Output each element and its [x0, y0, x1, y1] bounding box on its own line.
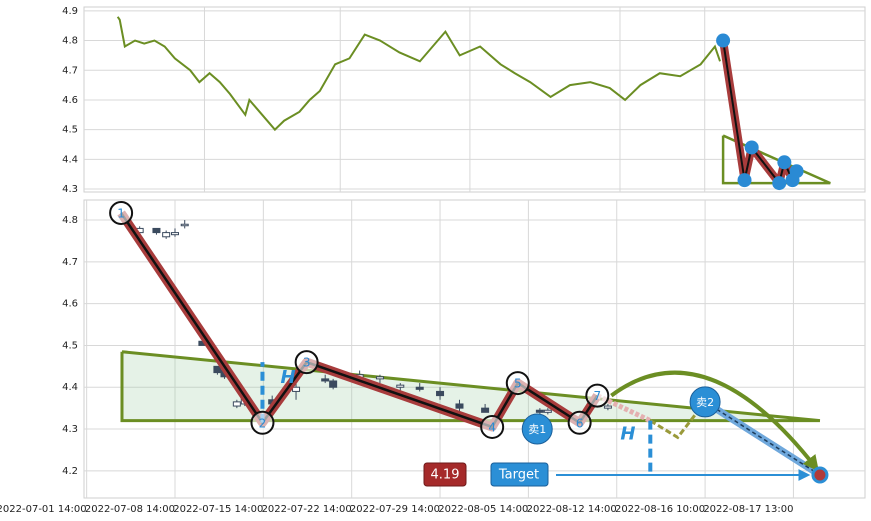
target-label: Target: [498, 468, 539, 483]
pivot-label: 6: [576, 416, 584, 430]
y-tick-label: 4.4: [62, 154, 78, 165]
candle-body: [213, 365, 222, 374]
price-box: [423, 462, 467, 487]
bottom-panel: [83, 199, 866, 499]
y-tick-label: 4.7: [62, 257, 78, 268]
y-tick-label: 4.5: [62, 340, 78, 351]
price-label: 4.19: [431, 468, 460, 483]
x-tick-label: 2022-08-17 13:00: [703, 504, 793, 515]
projection-line: [649, 400, 707, 440]
y-tick-label: 4.9: [62, 6, 78, 17]
y-tick-label: 4.4: [62, 382, 78, 393]
top-layer: 4.3 4.4 4.5 4.6 4.7 4.8 4.9: [62, 6, 865, 195]
candle-body: [162, 232, 171, 238]
sell-marker: [521, 413, 553, 445]
x-tick-label: 2022-08-05 14:00: [438, 504, 528, 515]
x-tick-label: 2022-08-16 10:00: [615, 504, 705, 515]
height-label: H: [620, 424, 635, 445]
pivot-marker: [109, 200, 134, 225]
candle-body: [292, 386, 301, 392]
y-tick-label: 4.6: [62, 299, 78, 310]
sell-marker: [689, 386, 721, 418]
candle-body: [329, 380, 338, 388]
pivot-label: 3: [303, 356, 311, 370]
candle-body: [415, 386, 424, 390]
pivot-label: 7: [593, 389, 601, 403]
candle-body: [321, 378, 330, 382]
candle-body: [436, 390, 445, 397]
x-tick-label: 2022-07-08 14:00: [85, 504, 175, 515]
pivot-marker: [294, 350, 319, 375]
pivot-label: 5: [514, 377, 522, 391]
zigzag-point: [744, 140, 759, 155]
zigzag-point: [716, 33, 731, 48]
y-tick-label: 4.5: [62, 125, 78, 136]
candle-body: [152, 227, 161, 234]
y-tick-label: 4.3: [62, 184, 78, 195]
pivot-marker: [250, 410, 275, 435]
price-line: [116, 16, 721, 132]
projection-arc: [610, 370, 819, 472]
candle-body: [170, 232, 179, 236]
target-box: [490, 462, 549, 487]
y-tick-label: 4.3: [62, 424, 78, 435]
candle-body: [396, 384, 405, 388]
candle-body: [180, 223, 189, 227]
x-tick-label: 2022-07-01 14:00: [0, 504, 87, 515]
pivot-marker: [505, 371, 530, 396]
y-tick-label: 4.8: [62, 36, 78, 47]
candle-body: [481, 407, 490, 413]
pivot-marker: [585, 383, 610, 408]
zigzag-point: [737, 173, 752, 188]
target-line: [704, 401, 821, 476]
x-tick-label: 2022-08-12 14:00: [527, 504, 617, 515]
sell-label: 卖2: [696, 396, 714, 409]
pivot-label: 4: [488, 420, 496, 434]
y-tick-label: 4.6: [62, 95, 78, 106]
zigzag-point: [777, 155, 792, 170]
x-tick-label: 2022-07-29 14:00: [350, 504, 440, 515]
y-tick-label: 4.8: [62, 215, 78, 226]
zigzag-point: [789, 164, 804, 179]
candle-body: [375, 376, 384, 380]
y-tick-label: 4.2: [62, 466, 78, 477]
target-point: [811, 466, 829, 484]
x-tick-label: 2022-07-15 14:00: [173, 504, 263, 515]
candle-body: [603, 405, 612, 409]
pivot-marker: [567, 410, 592, 435]
candle-body: [455, 403, 464, 409]
pivot-label: 2: [259, 416, 267, 430]
candle-body: [232, 401, 241, 407]
zigzag-point: [772, 176, 787, 191]
height-label: H: [280, 367, 295, 388]
sell-label: 卖1: [528, 423, 546, 436]
pivot-label: 1: [117, 206, 125, 220]
x-tick-label: 2022-07-22 14:00: [262, 504, 352, 515]
y-tick-label: 4.7: [62, 65, 78, 76]
candle-body: [535, 409, 544, 413]
candle-body: [543, 409, 552, 413]
pivot-marker: [480, 414, 505, 439]
